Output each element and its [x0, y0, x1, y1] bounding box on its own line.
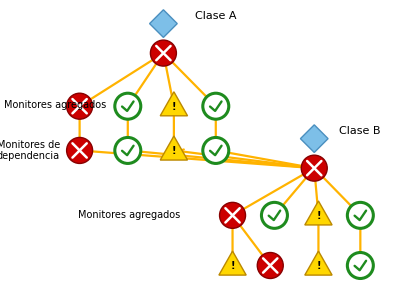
Polygon shape [305, 201, 332, 225]
Polygon shape [150, 10, 177, 37]
Text: Monitores agregados: Monitores agregados [4, 100, 106, 110]
Polygon shape [305, 251, 332, 275]
Polygon shape [160, 136, 188, 160]
Ellipse shape [115, 93, 141, 119]
Text: !: ! [230, 261, 235, 271]
Ellipse shape [67, 137, 93, 163]
Ellipse shape [301, 155, 327, 181]
Text: Clase A: Clase A [195, 11, 236, 21]
Ellipse shape [347, 202, 373, 228]
Ellipse shape [220, 202, 246, 228]
Ellipse shape [257, 253, 283, 278]
Text: Clase B: Clase B [339, 126, 381, 136]
Text: !: ! [172, 102, 176, 112]
Ellipse shape [203, 137, 229, 163]
Polygon shape [160, 92, 188, 116]
Text: Monitores de
dependencia: Monitores de dependencia [0, 140, 60, 161]
Ellipse shape [67, 93, 93, 119]
Polygon shape [219, 251, 246, 275]
Text: !: ! [316, 261, 321, 271]
Text: !: ! [172, 146, 176, 156]
Ellipse shape [261, 202, 287, 228]
Polygon shape [300, 125, 328, 153]
Text: !: ! [316, 211, 321, 221]
Ellipse shape [347, 253, 373, 278]
Text: Monitores agregados: Monitores agregados [78, 210, 180, 220]
Ellipse shape [150, 40, 176, 66]
Ellipse shape [203, 93, 229, 119]
Ellipse shape [115, 137, 141, 163]
